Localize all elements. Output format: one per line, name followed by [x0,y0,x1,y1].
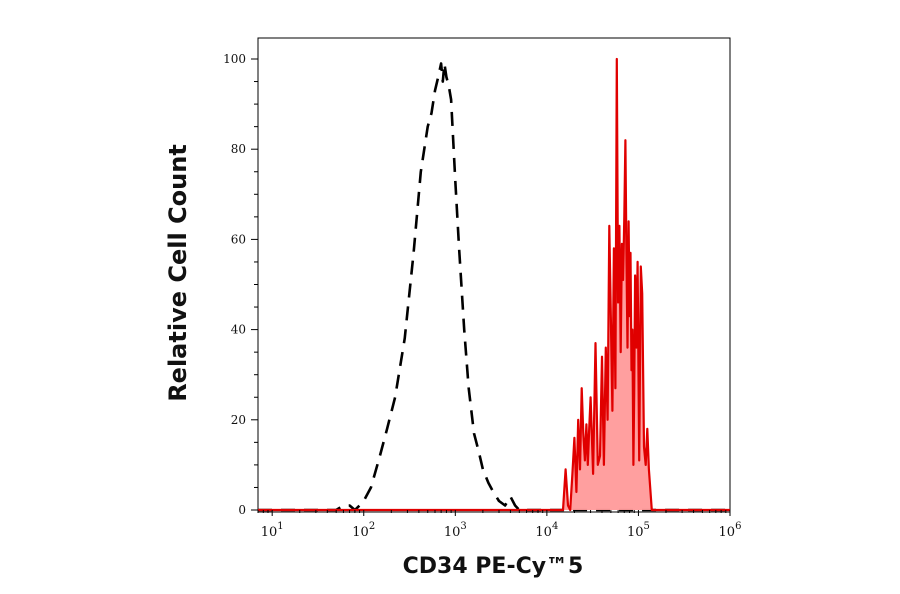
y-tick-label: 80 [231,142,246,156]
y-tick-label: 20 [231,413,246,427]
x-axis-title: CD34 PE-Cy™5 [403,554,584,579]
y-tick-label: 100 [223,52,246,66]
x-tick-label: 101 [261,521,284,540]
x-tick-label: 102 [352,521,375,540]
plot-frame [257,37,731,513]
y-axis-title: Relative Cell Count [164,144,192,402]
series-0-line [258,62,730,512]
series-1-area [258,59,730,510]
x-tick-label: 105 [627,521,650,540]
x-tick-label: 106 [719,521,742,540]
x-tick-label: 103 [444,521,467,540]
series-1-line [258,57,730,512]
y-tick-label: 40 [231,323,246,337]
x-ticks: 101 102 103 104 105 106 [257,510,742,540]
y-tick-label: 0 [238,503,246,517]
series-layer [258,57,730,512]
y-ticks: 0 20 40 60 80 100 [223,52,258,517]
x-tick-label: 104 [535,521,558,540]
y-tick-label: 60 [231,232,246,246]
